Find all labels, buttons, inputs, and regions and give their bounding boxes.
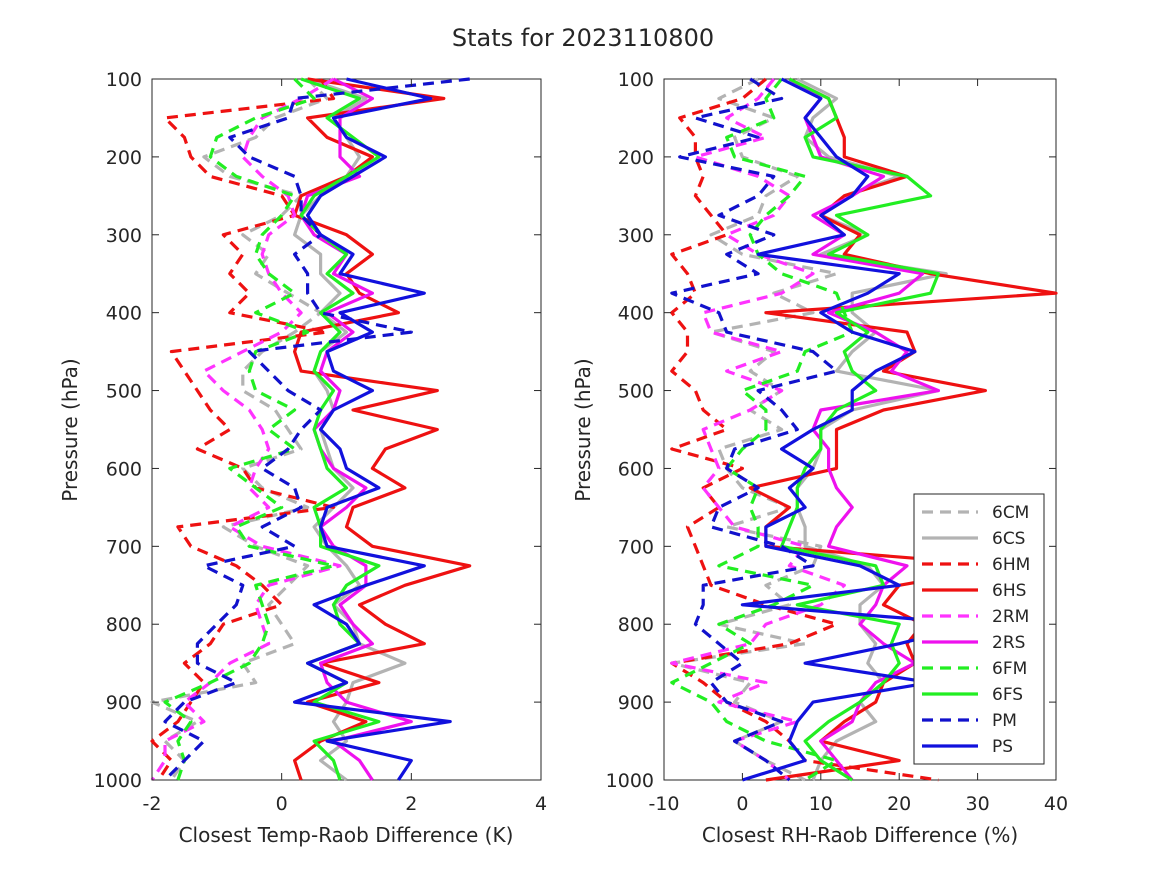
temp-x-tick-label: 2 — [405, 793, 417, 815]
rh-x-tick-label: 0 — [736, 793, 748, 815]
temp-series-ps-line — [293, 77, 452, 781]
rh-y-tick-label: 300 — [618, 225, 654, 247]
chart-title: Stats for 2023110800 — [452, 24, 714, 52]
rh-y-tick-label: 1000 — [606, 770, 654, 792]
legend-entry-6fs: 6FS — [922, 685, 1023, 705]
rh-series-6fm-line — [670, 77, 854, 782]
legend-label: 2RS — [992, 633, 1025, 653]
temp-y-tick-label: 1000 — [94, 770, 142, 792]
temp-y-tick-label: 100 — [106, 69, 142, 91]
temp-series-6cs-line — [293, 77, 407, 782]
rh-y-tick-label: 600 — [618, 458, 654, 480]
rh-x-tick-label: 20 — [887, 793, 911, 815]
legend-items: 6CM 6CS 6HM 6HS 2RM 2RS 6FM 6FS PM PS — [922, 503, 1030, 757]
legend-label: 6CM — [992, 503, 1029, 523]
temp-y-tick-label: 900 — [106, 692, 142, 714]
rh-y-tick-label: 500 — [618, 381, 654, 403]
temp-y-tick-label: 200 — [106, 147, 142, 169]
temp-x-tick-label: 0 — [276, 793, 288, 815]
rh-ticks-group: -10 0 10 20 30 40 100 200 300 400 500 600 700 800 900 1… — [606, 69, 1068, 815]
temp-y-tick-label: 300 — [106, 225, 142, 247]
legend-entry-6hm: 6HM — [922, 555, 1030, 575]
rh-difference-panel: -10 0 10 20 30 40 100 200 300 400 500 600 700 800 900 1… — [571, 69, 1068, 847]
rh-y-axis-label: Pressure (hPa) — [571, 358, 595, 501]
rh-plot-area — [663, 78, 1057, 781]
legend-label: PS — [992, 737, 1013, 757]
rh-x-tick-label: 10 — [809, 793, 833, 815]
temp-series-2rm-line — [150, 77, 342, 781]
rh-y-tick-label: 800 — [618, 614, 654, 636]
rh-series-ps-line — [740, 77, 980, 782]
rh-x-axis-label: Closest RH-Raob Difference (%) — [702, 823, 1018, 847]
rh-series-2rm-line — [670, 77, 846, 782]
legend-label: PM — [992, 711, 1017, 731]
temp-y-tick-label: 800 — [106, 614, 142, 636]
legend-entry-2rm: 2RM — [922, 607, 1029, 627]
legend-entry-6hs: 6HS — [922, 581, 1026, 601]
temp-series-pm-line — [163, 77, 470, 782]
temp-y-tick-label: 500 — [106, 381, 142, 403]
temp-y-tick-label: 600 — [106, 458, 142, 480]
legend-entry-pm: PM — [922, 711, 1017, 731]
rh-x-tick-label: 40 — [1044, 793, 1068, 815]
legend-entry-2rs: 2RS — [922, 633, 1025, 653]
rh-y-tick-label: 700 — [618, 536, 654, 558]
legend-label: 6HS — [992, 581, 1026, 601]
legend-entry-6cs: 6CS — [922, 529, 1025, 549]
rh-y-tick-label: 100 — [618, 69, 654, 91]
rh-x-tick-label: 30 — [966, 793, 990, 815]
rh-y-tick-label: 200 — [618, 147, 654, 169]
temp-y-axis-label: Pressure (hPa) — [58, 358, 82, 501]
legend-label: 6CS — [992, 529, 1025, 549]
legend-label: 6HM — [992, 555, 1030, 575]
temp-x-tick-label: -2 — [143, 793, 162, 815]
rh-series-group — [670, 77, 1058, 782]
legend-entry-ps: PS — [922, 737, 1013, 757]
rh-series-pm-line — [670, 77, 839, 782]
legend-entry-6fm: 6FM — [922, 659, 1027, 679]
legend-label: 6FM — [992, 659, 1027, 679]
temp-ticks-group: -2 0 2 4 100 200 300 400 500 600 700 800 900 1000 — [94, 69, 547, 815]
temp-difference-panel: -2 0 2 4 100 200 300 400 500 600 700 800 900 1000 Clo… — [58, 69, 547, 847]
temp-series-6fm-line — [163, 77, 336, 781]
legend-label: 2RM — [992, 607, 1029, 627]
temp-y-tick-label: 700 — [106, 536, 142, 558]
legend-label: 6FS — [992, 685, 1023, 705]
temp-series-6hm-line — [150, 78, 336, 781]
rh-x-tick-label: -10 — [648, 793, 679, 815]
temp-y-tick-label: 400 — [106, 303, 142, 325]
temp-plot-area — [151, 78, 542, 781]
rh-series-6fs-line — [779, 77, 941, 782]
rh-y-tick-label: 900 — [618, 692, 654, 714]
rh-y-tick-label: 400 — [618, 303, 654, 325]
temp-series-group — [150, 77, 472, 782]
legend: 6CM 6CS 6HM 6HS 2RM 2RS 6FM 6FS PM PS — [913, 493, 1045, 765]
temp-x-axis-label: Closest Temp-Raob Difference (K) — [179, 823, 514, 847]
temp-x-tick-label: 4 — [535, 793, 547, 815]
legend-entry-6cm: 6CM — [922, 503, 1029, 523]
